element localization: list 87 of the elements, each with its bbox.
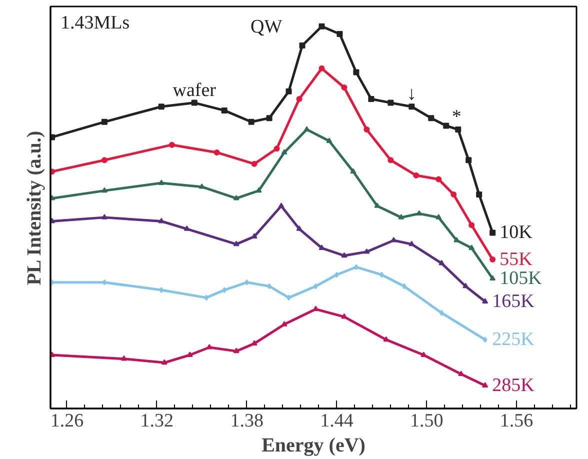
point [364,248,370,254]
point [161,359,168,365]
point [413,172,420,178]
point [198,183,205,189]
point [350,168,356,174]
point [439,310,444,316]
point [266,115,272,122]
point [233,194,240,200]
point [402,283,406,290]
point [450,192,457,198]
point [398,214,404,220]
annotation: QW [250,16,282,38]
point [204,294,209,301]
point [490,230,496,236]
point [468,222,475,228]
point [168,142,175,148]
point [233,348,240,354]
point [158,104,164,110]
point [184,226,190,231]
series-label: 165K [492,291,535,312]
point [408,104,415,110]
point [318,65,325,72]
point [101,187,108,193]
series-label: 105K [500,268,542,290]
point [299,42,306,48]
point [443,122,450,129]
point [158,180,164,185]
x-tick-label: 1.44 [320,410,354,432]
series-label: 10K [500,222,533,244]
point [436,214,442,220]
point [388,100,394,106]
point [326,138,332,143]
point [476,192,482,198]
point [101,214,108,220]
x-tick-label: 1.26 [50,410,84,432]
point [101,157,108,164]
point [428,115,434,122]
point [214,149,220,156]
point [281,149,288,154]
point [341,84,348,91]
x-tick-label: 1.50 [410,410,444,432]
point [482,382,488,388]
point [388,157,394,164]
point [336,31,343,38]
point [281,321,288,326]
series-label: 285K [492,375,535,396]
point [468,244,475,250]
annotation: * [452,106,462,128]
series-label: 225K [492,329,535,350]
annotation: ↓ [406,84,416,105]
point [248,118,254,125]
point [364,126,370,133]
point [436,176,442,182]
point [466,157,472,164]
point [438,260,445,266]
point [233,240,240,246]
point [278,202,284,208]
point [296,226,302,231]
series-label: 55K [500,248,533,270]
point [274,146,280,152]
x-tick-label: 1.32 [140,410,174,432]
point [251,160,258,167]
point [368,96,374,102]
point [462,282,469,288]
point [341,252,348,258]
point [490,275,496,281]
annotation: 1.43MLs [60,12,130,34]
point [286,88,292,94]
point [416,210,422,216]
point [482,298,488,304]
point [256,187,262,193]
point [120,355,127,361]
point [318,23,325,30]
point [482,336,488,343]
y-axis-title: PL Intensity (a.u.) [24,130,46,286]
point [221,107,228,114]
point [101,118,108,125]
point [191,100,198,106]
point [158,218,164,224]
point [490,256,496,262]
x-axis-title: Energy (eV) [262,434,366,456]
annotation: wafer [172,80,217,101]
x-tick-label: 1.56 [500,410,534,432]
point [296,96,302,102]
point [353,69,360,76]
x-tick-label: 1.38 [230,410,264,432]
point [455,126,462,133]
